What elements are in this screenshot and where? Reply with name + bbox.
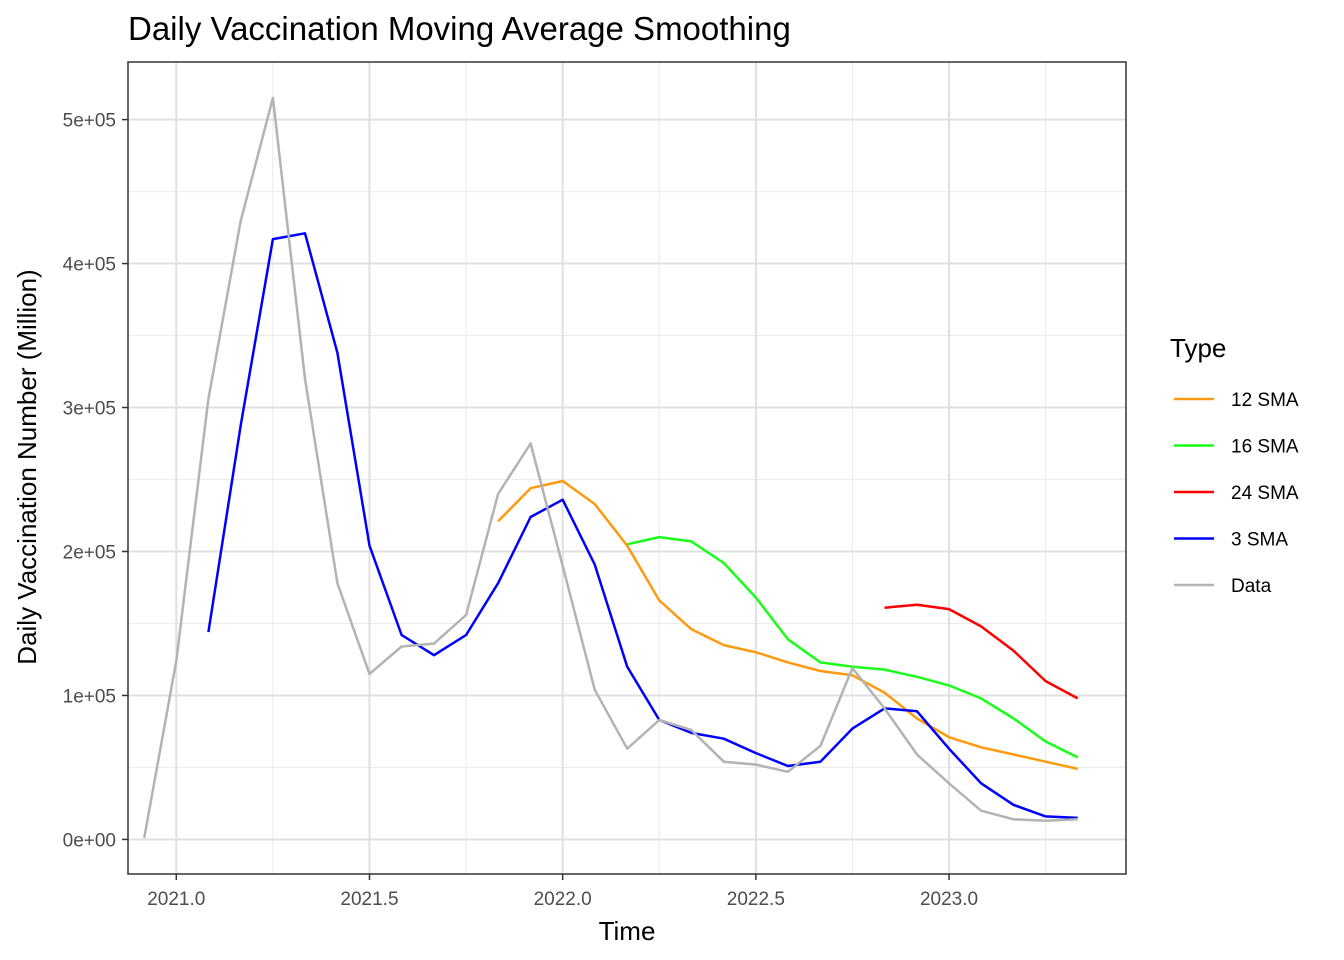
legend-label: 3 SMA (1231, 530, 1288, 551)
legend-item: 3 SMA (1174, 530, 1288, 551)
chart-title: Daily Vaccination Moving Average Smoothi… (128, 10, 791, 47)
plot-panel: 2021.0 2021.5 2022.0 2022.5 2023.0 0e+00 1e+05… (63, 61, 1127, 910)
x-axis-title: Time (599, 916, 656, 946)
y-tick-label: 5e+05 (63, 111, 116, 132)
series-line-16-sma (626, 535, 1079, 759)
series-line-data (142, 96, 1078, 839)
y-tick-label: 1e+05 (63, 686, 116, 707)
y-tick-label: 0e+00 (63, 830, 116, 851)
x-tick-label: 2022.5 (727, 889, 785, 910)
y-tick-label: 2e+05 (63, 543, 116, 564)
legend-label: Data (1231, 576, 1272, 597)
plot-border (127, 61, 1127, 875)
x-tick-label: 2022.0 (534, 889, 592, 910)
legend: Type 12 SMA 16 SMA 24 SMA 3 SMA Data (1170, 333, 1299, 597)
y-tick-label: 4e+05 (63, 255, 116, 276)
y-tick-label: 3e+05 (63, 399, 116, 420)
plot-background (128, 62, 1126, 874)
x-tick-label: 2021.0 (147, 889, 205, 910)
y-axis-title: Daily Vaccination Number (Million) (12, 269, 42, 664)
legend-label: 12 SMA (1231, 390, 1299, 411)
series-line-24-sma (884, 603, 1079, 700)
series-line-3-sma (207, 232, 1078, 820)
x-tick-label: 2023.0 (920, 889, 978, 910)
x-tick-label: 2021.5 (340, 889, 398, 910)
legend-item: 24 SMA (1174, 483, 1299, 504)
legend-label: 16 SMA (1231, 437, 1299, 458)
legend-label: 24 SMA (1231, 483, 1299, 504)
legend-title: Type (1170, 333, 1226, 363)
legend-item: 12 SMA (1174, 390, 1299, 411)
legend-item: 16 SMA (1174, 437, 1299, 458)
legend-item: Data (1174, 576, 1272, 597)
series-line-12-sma (497, 479, 1078, 771)
